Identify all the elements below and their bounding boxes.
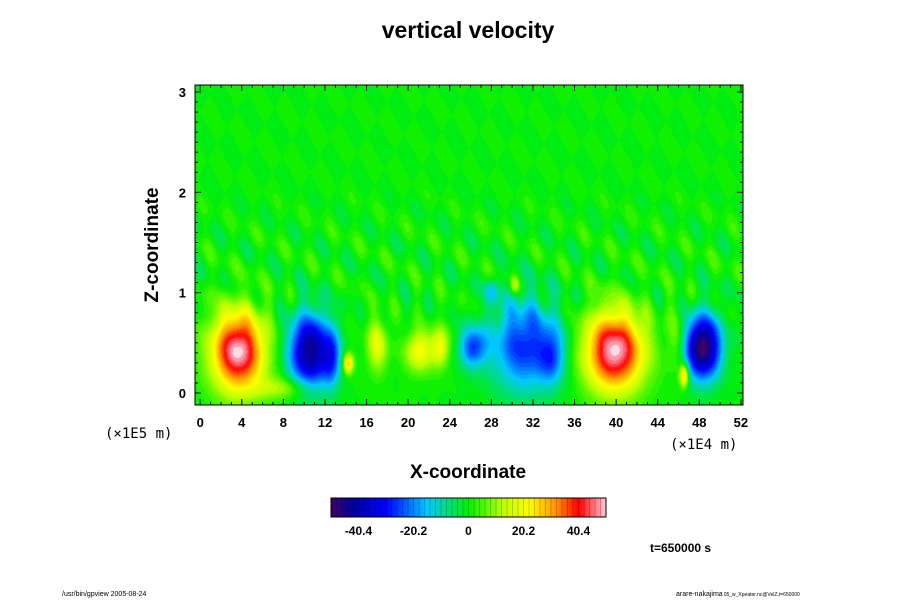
- footer-right-small: 05_w_Xpeater.nc@VelZ,t=650000: [724, 592, 800, 598]
- colorbar-bin-lines: [336, 498, 601, 517]
- y-tick-label: 2: [179, 185, 186, 200]
- colorbar: [330, 497, 607, 518]
- y-axis-label: Z-coordinate: [142, 187, 163, 302]
- x-tick-label: 0: [197, 415, 204, 430]
- x-tick-label: 28: [484, 415, 498, 430]
- y-tick-label: 0: [179, 386, 186, 401]
- x-tick-label: 48: [692, 415, 706, 430]
- footer-right-main: arare-nakajima: [676, 591, 723, 598]
- colorbar-tick-label: 0: [465, 524, 472, 538]
- x-tick-label: 8: [280, 415, 287, 430]
- x-tick-label: 20: [401, 415, 415, 430]
- colorbar-tick-label: 40.4: [567, 524, 591, 538]
- colorbar-ticks: -40.4 -20.2 0 20.2 40.4: [345, 524, 591, 538]
- x-axis-label: X-coordinate: [410, 462, 526, 483]
- colorbar-tick-label: 20.2: [512, 524, 536, 538]
- x-tick-label: 52: [734, 415, 748, 430]
- footer-right: arare-nakajima05_w_Xpeater.nc@VelZ,t=650…: [676, 591, 800, 598]
- velocity-field: [195, 85, 743, 405]
- x-tick-label: 4: [238, 415, 246, 430]
- time-annotation: t=650000 s: [650, 541, 711, 555]
- x-tick-label: 12: [318, 415, 332, 430]
- x-scale-label: (×1E4 m): [670, 437, 737, 453]
- y-scale-label: (×1E5 m): [105, 426, 172, 442]
- x-tick-label: 40: [609, 415, 623, 430]
- y-tick-label: 1: [179, 286, 186, 301]
- x-tick-label: 24: [443, 415, 458, 430]
- chart-title: vertical velocity: [382, 17, 555, 43]
- x-tick-label: 16: [359, 415, 373, 430]
- footer-left: /usr/bin/gpview 2005-08-24: [62, 591, 147, 598]
- plot-frame: [194, 84, 744, 406]
- x-axis-ticks: 0 4 8 12 16 20 24 28 32 36 40 44 48 52: [197, 85, 748, 430]
- x-tick-label: 32: [526, 415, 540, 430]
- colorbar-tick-label: -20.2: [400, 524, 428, 538]
- y-tick-label: 3: [179, 85, 186, 100]
- colorbar-tick-label: -40.4: [345, 524, 373, 538]
- x-tick-label: 44: [650, 415, 665, 430]
- x-tick-label: 36: [567, 415, 581, 430]
- y-axis-ticks: 0 1 2 3: [179, 85, 743, 401]
